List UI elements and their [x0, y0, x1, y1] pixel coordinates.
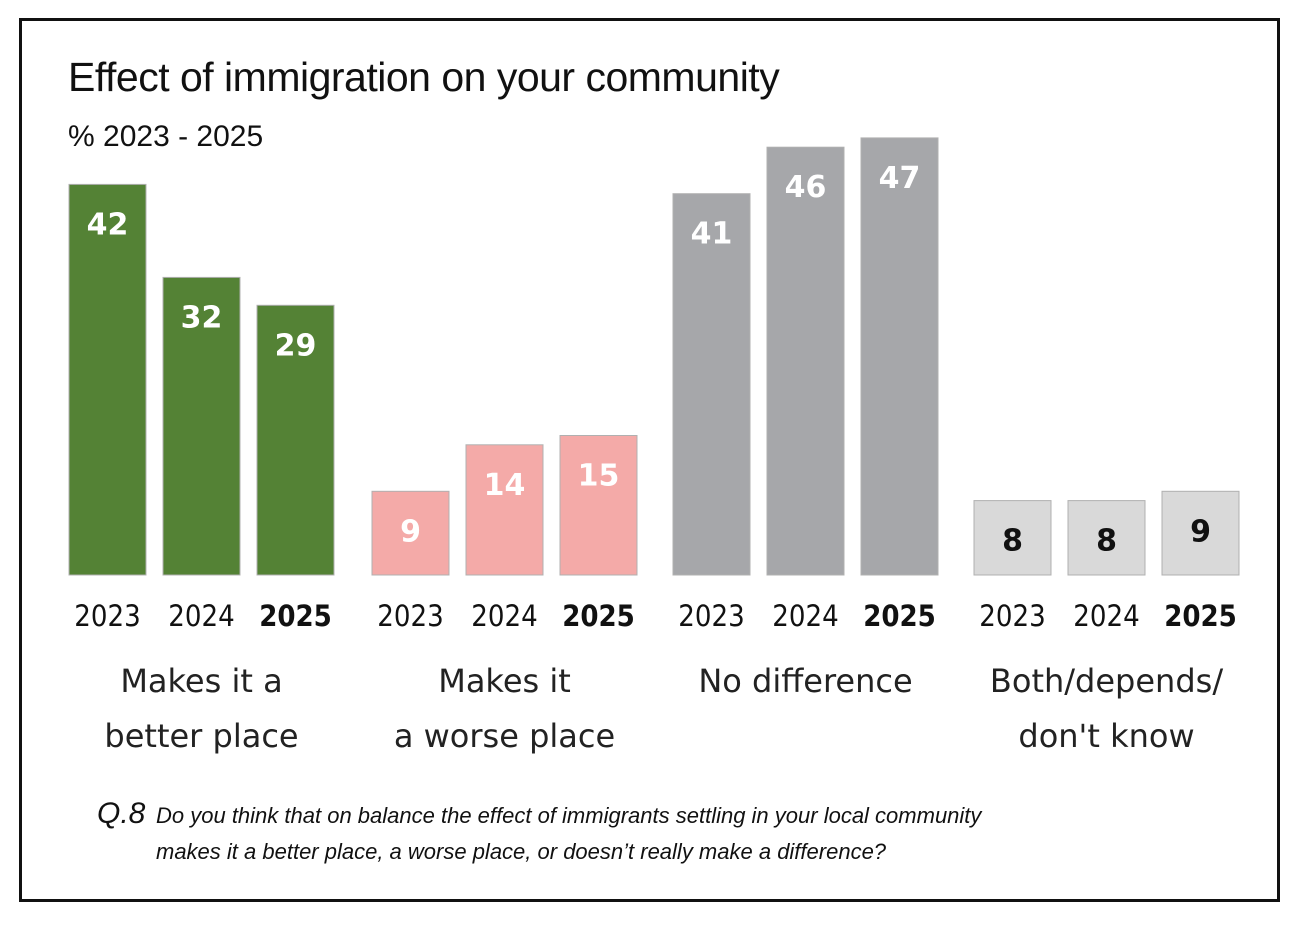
data-label: 9 [400, 514, 421, 549]
year-tick-label: 2024 [1073, 599, 1139, 633]
data-label: 29 [275, 328, 317, 363]
year-tick-label: 2023 [979, 599, 1045, 633]
question-text-line-1: Do you think that on balance the effect … [156, 803, 982, 828]
bar-2-2023 [371, 490, 450, 576]
year-tick-label: 2024 [471, 599, 537, 633]
data-label: 14 [484, 468, 526, 503]
category-label-line: Makes it [438, 662, 571, 700]
bar-4-2024 [1067, 500, 1146, 576]
data-label: 41 [691, 217, 733, 252]
chart-subtitle: % 2023 - 2025 [68, 120, 264, 153]
data-label: 9 [1190, 514, 1211, 549]
bar-1-2024 [162, 276, 241, 576]
year-tick-label: 2025 [863, 599, 936, 633]
bar-4-2023 [973, 500, 1052, 576]
year-tick-label: 2023 [377, 599, 443, 633]
data-label: 15 [578, 459, 620, 494]
data-label: 46 [785, 170, 827, 205]
data-label: 8 [1002, 524, 1023, 559]
chart-title: Effect of immigration on your community [68, 54, 780, 100]
data-label: 47 [879, 161, 921, 196]
bar-3-2024 [766, 146, 845, 576]
bar-4-2025 [1161, 490, 1240, 576]
year-tick-label: 2023 [678, 599, 744, 633]
bar-3-2025 [860, 137, 939, 576]
chart-frame [19, 18, 1280, 902]
bar-2-2025 [559, 435, 638, 576]
year-tick-label: 2023 [74, 599, 140, 633]
bar-1-2025 [256, 304, 335, 576]
category-label-line: Both/depends/ [990, 662, 1223, 700]
year-tick-label: 2025 [562, 599, 635, 633]
year-tick-label: 2024 [772, 599, 838, 633]
category-label-line: Makes it a [120, 662, 282, 700]
category-label-line: a worse place [394, 717, 615, 755]
category-label-line: don't know [1018, 717, 1194, 755]
year-tick-label: 2024 [168, 599, 234, 633]
data-label: 42 [87, 207, 129, 242]
bar-3-2023 [672, 193, 751, 576]
data-label: 8 [1096, 524, 1117, 559]
category-label-line: No difference [698, 662, 912, 700]
bar-2-2024 [465, 444, 544, 576]
year-tick-label: 2025 [259, 599, 332, 633]
data-label: 32 [181, 300, 223, 335]
question-text-line-2: makes it a better place, a worse place, … [156, 839, 887, 864]
bar-1-2023 [68, 183, 147, 576]
question-number: Q.8 [97, 797, 146, 830]
year-tick-label: 2025 [1164, 599, 1237, 633]
category-label-line: better place [104, 717, 298, 755]
